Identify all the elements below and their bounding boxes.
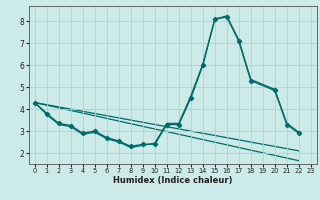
X-axis label: Humidex (Indice chaleur): Humidex (Indice chaleur) — [113, 176, 233, 185]
